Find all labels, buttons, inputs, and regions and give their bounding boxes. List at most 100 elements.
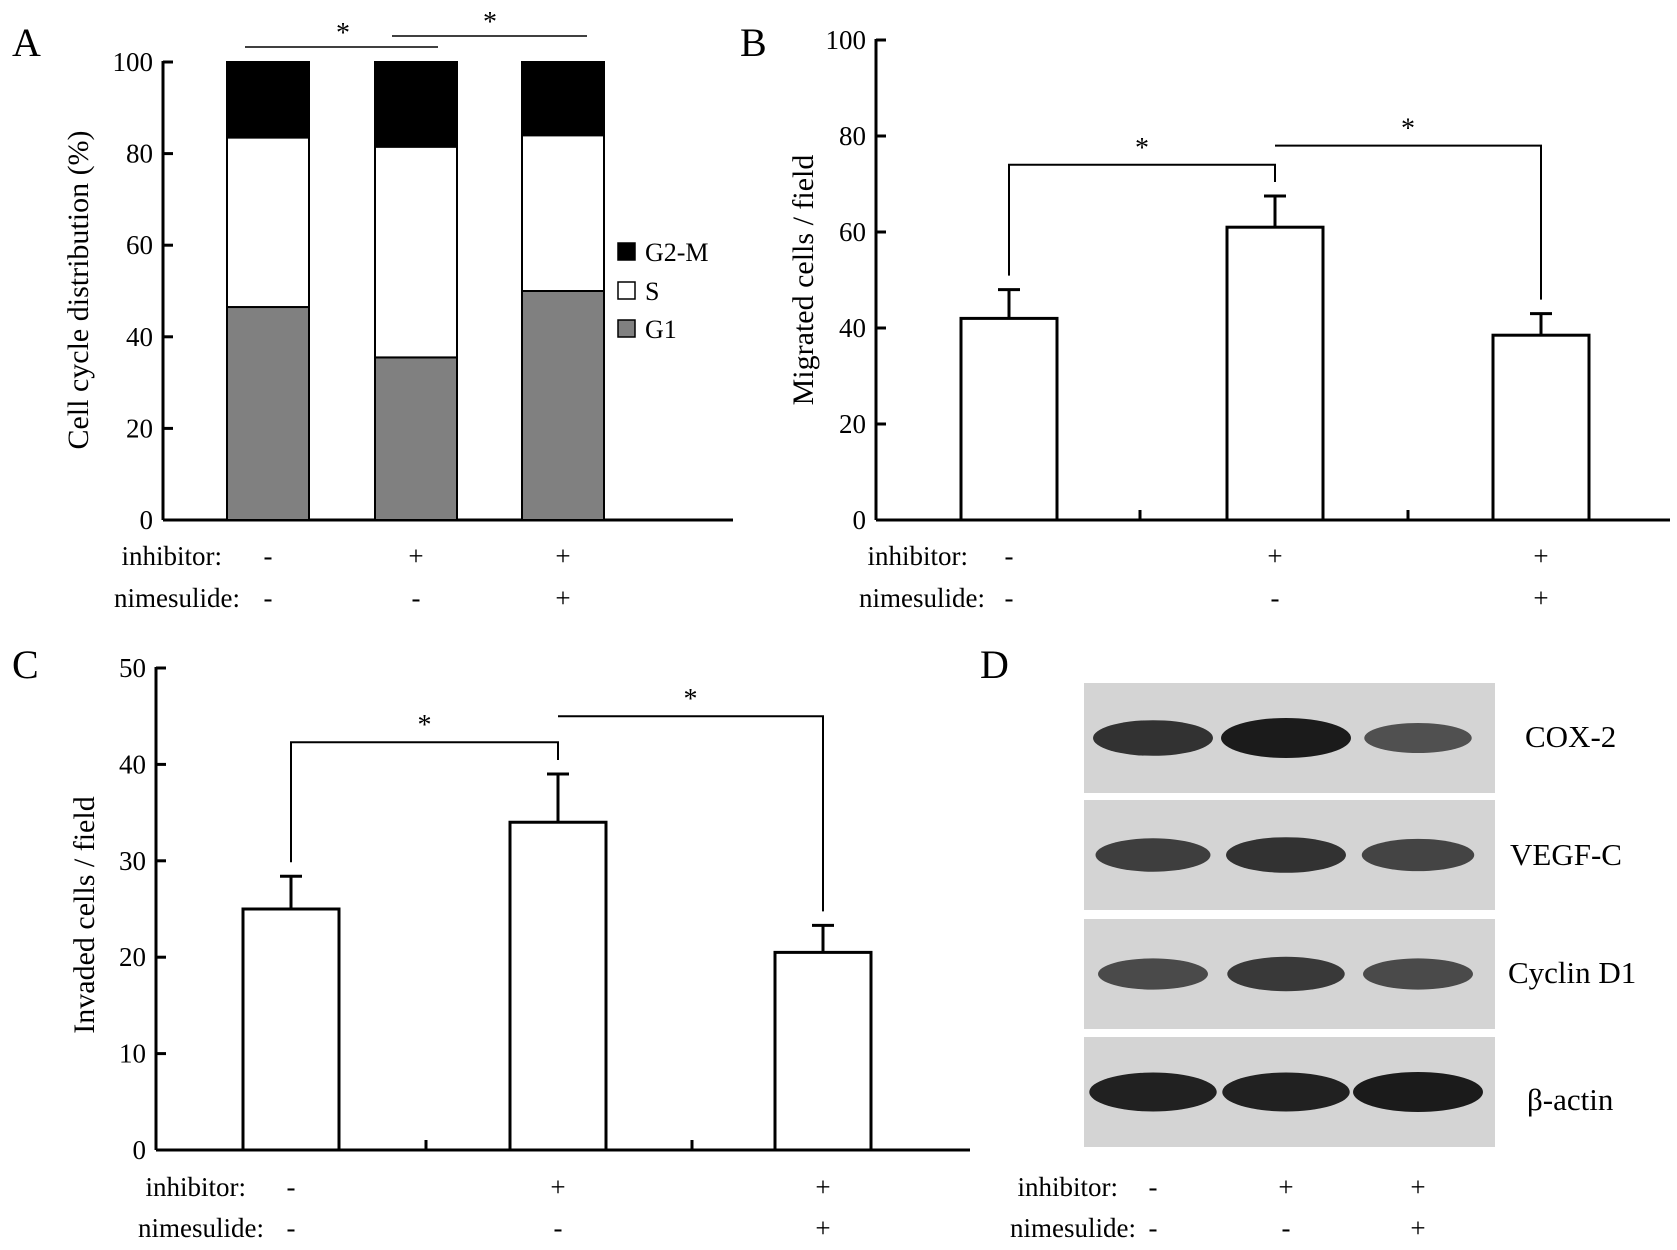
nimesulide-value-a: - xyxy=(412,583,421,613)
nimesulide-label-a: nimesulide: xyxy=(114,583,240,613)
nimesulide-value-b: - xyxy=(1005,583,1014,613)
inhibitor-value-b: + xyxy=(1267,541,1282,571)
inhibitor-value-c: + xyxy=(550,1172,565,1202)
blot-label-actin: β-actin xyxy=(1527,1082,1614,1117)
blot-band xyxy=(1222,1072,1350,1112)
panel-letter-b: B xyxy=(740,20,767,65)
bar-segment-g1 xyxy=(374,356,458,521)
blot-band xyxy=(1089,1072,1217,1112)
nimesulide-value-c: - xyxy=(554,1213,563,1243)
y-tick-label-b: 60 xyxy=(839,217,866,247)
significance-star-b-1: * xyxy=(1135,133,1149,164)
bar-segment-g2-m xyxy=(374,61,458,148)
panel-letter-a: A xyxy=(12,20,41,65)
legend-swatch-g1 xyxy=(617,319,636,338)
bar-segment-s xyxy=(521,134,605,292)
blot-band xyxy=(1227,956,1345,992)
bar-segment-g1 xyxy=(226,306,310,521)
inhibitor-label-d: inhibitor: xyxy=(1018,1172,1119,1202)
significance-star-b-2: * xyxy=(1401,114,1415,145)
inhibitor-value-a: + xyxy=(555,541,570,571)
legend-label-s: S xyxy=(645,277,659,306)
nimesulide-value-a: - xyxy=(264,583,273,613)
inhibitor-value-d: - xyxy=(1149,1172,1158,1202)
bar-segment-g2-m xyxy=(521,61,605,137)
bar-b xyxy=(959,316,1059,522)
nimesulide-label-b: nimesulide: xyxy=(859,583,985,613)
nimesulide-value-c: - xyxy=(287,1213,296,1243)
y-tick-label-c: 50 xyxy=(119,653,146,683)
significance-star-c-2: * xyxy=(684,684,698,715)
y-tick-label-a: 100 xyxy=(113,47,154,77)
y-axis-title-b: Migrated cells / field xyxy=(787,155,820,406)
nimesulide-value-c: + xyxy=(815,1213,830,1243)
blot-band xyxy=(1221,718,1351,758)
y-tick-label-b: 100 xyxy=(826,25,867,55)
inhibitor-value-c: + xyxy=(815,1172,830,1202)
inhibitor-label-c: inhibitor: xyxy=(146,1172,247,1202)
y-tick-label-c: 10 xyxy=(119,1039,146,1069)
blot-band xyxy=(1226,837,1346,873)
nimesulide-label-c: nimesulide: xyxy=(138,1213,264,1243)
significance-star-a-1: * xyxy=(336,18,350,49)
panel-letter-d: D xyxy=(980,642,1009,687)
significance-star-c-1: * xyxy=(418,710,432,741)
y-tick-label-a: 0 xyxy=(140,505,154,535)
bar-b xyxy=(1491,333,1591,522)
y-axis-title-c: Invaded cells / field xyxy=(68,796,101,1033)
significance-bracket-c-1 xyxy=(290,741,559,863)
y-tick-label-c: 30 xyxy=(119,846,146,876)
blot-band xyxy=(1363,958,1473,990)
nimesulide-value-a: + xyxy=(555,583,570,613)
bar-c xyxy=(773,950,873,1152)
y-tick-label-a: 60 xyxy=(126,230,153,260)
panel-letter-c: C xyxy=(12,642,39,687)
y-tick-label-a: 20 xyxy=(126,413,153,443)
nimesulide-value-d: - xyxy=(1282,1213,1291,1243)
significance-bracket-b-2 xyxy=(1275,144,1542,300)
y-tick-label-a: 40 xyxy=(126,322,153,352)
blot-band xyxy=(1095,838,1211,872)
significance-bracket-c-2 xyxy=(558,715,824,912)
legend-swatch-s xyxy=(617,281,636,300)
blot-band xyxy=(1353,1072,1483,1112)
bar-segment-g2-m xyxy=(226,61,310,139)
y-tick-label-b: 40 xyxy=(839,313,866,343)
legend-label-g1: G1 xyxy=(645,315,677,344)
y-tick-label-b: 0 xyxy=(853,505,867,535)
inhibitor-value-d: + xyxy=(1278,1172,1293,1202)
inhibitor-label-a: inhibitor: xyxy=(122,541,223,571)
inhibitor-value-b: - xyxy=(1005,541,1014,571)
nimesulide-value-d: + xyxy=(1410,1213,1425,1243)
inhibitor-value-d: + xyxy=(1410,1172,1425,1202)
blot-band xyxy=(1098,958,1208,990)
bar-b xyxy=(1225,225,1325,522)
nimesulide-value-b: + xyxy=(1533,583,1548,613)
y-tick-label-c: 20 xyxy=(119,942,146,972)
inhibitor-value-b: + xyxy=(1533,541,1548,571)
blot-label-cox2: COX-2 xyxy=(1525,719,1616,754)
blot-label-cyclind1: Cyclin D1 xyxy=(1508,955,1636,990)
inhibitor-label-b: inhibitor: xyxy=(868,541,969,571)
inhibitor-value-c: - xyxy=(287,1172,296,1202)
y-tick-label-b: 20 xyxy=(839,409,866,439)
blot-band xyxy=(1093,720,1213,756)
nimesulide-value-d: - xyxy=(1149,1213,1158,1243)
y-tick-label-c: 0 xyxy=(133,1135,147,1165)
bar-c xyxy=(241,907,341,1152)
bar-segment-s xyxy=(374,145,458,359)
legend-swatch-g2m xyxy=(617,242,636,261)
significance-star-a-2: * xyxy=(483,7,497,38)
y-axis-title-a: Cell cycle distribution (%) xyxy=(62,130,95,449)
y-tick-label-b: 80 xyxy=(839,121,866,151)
bar-segment-g1 xyxy=(521,290,605,521)
y-tick-label-c: 40 xyxy=(119,749,146,779)
nimesulide-value-b: - xyxy=(1271,583,1280,613)
blot-band xyxy=(1361,838,1475,872)
inhibitor-value-a: + xyxy=(408,541,423,571)
blot-label-vegfc: VEGF-C xyxy=(1510,837,1622,872)
y-tick-label-a: 80 xyxy=(126,139,153,169)
bar-segment-s xyxy=(226,136,310,309)
